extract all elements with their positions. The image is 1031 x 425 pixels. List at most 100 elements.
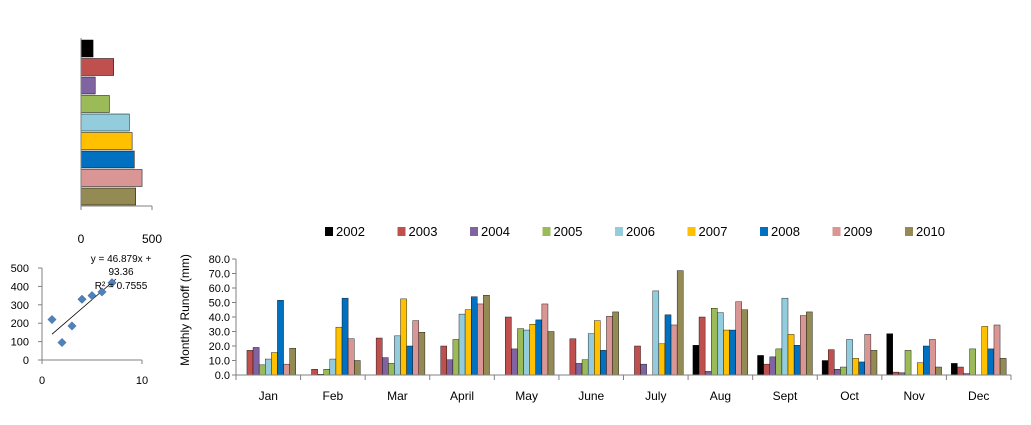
- legend-swatch-2008: [760, 227, 768, 236]
- runoff-x-tick-label: July: [645, 389, 666, 403]
- runoff-y-tick-label: 20.0: [209, 341, 230, 353]
- runoff-bar: [800, 315, 807, 376]
- runoff-bar: [916, 362, 924, 376]
- scatter-point: [107, 278, 117, 288]
- legend-swatch-2002: [325, 227, 333, 236]
- hbar-2003: [80, 58, 114, 76]
- scatter-trendline: [51, 278, 117, 335]
- runoff-bar: [388, 363, 395, 376]
- runoff-bar: [741, 309, 749, 376]
- runoff-bar: [957, 366, 964, 376]
- runoff-bars: [246, 270, 1007, 376]
- hbar-2009: [80, 169, 143, 187]
- legend-label-2003: 2003: [409, 224, 438, 239]
- runoff-bar: [634, 345, 641, 376]
- runoff-bar: [676, 270, 684, 376]
- runoff-bar: [670, 324, 678, 376]
- runoff-bar: [999, 358, 1007, 376]
- runoff-bar: [698, 316, 706, 376]
- runoff-x-tick-label: May: [515, 389, 538, 403]
- runoff-y-tick-label: 0.0: [215, 370, 230, 382]
- runoff-bar: [246, 350, 254, 376]
- runoff-bar: [987, 348, 995, 376]
- legend-label-2008: 2008: [771, 224, 800, 239]
- runoff-bar: [277, 300, 284, 376]
- runoff-bar: [400, 298, 407, 376]
- legend-label-2007: 2007: [699, 224, 728, 239]
- hbar-tick-label: 0: [78, 232, 85, 246]
- monthly-runoff-bar-chart: 2002 2003 2004 2005 2006 2007 2008 2009 2010 0.0…: [178, 224, 1012, 403]
- runoff-bar: [711, 308, 718, 376]
- runoff-bar: [335, 326, 343, 376]
- runoff-bar: [311, 369, 318, 376]
- runoff-bar: [535, 319, 543, 376]
- runoff-bar: [793, 345, 801, 376]
- runoff-bar: [354, 360, 361, 376]
- trendline-equation-line-3: R² = 0.7555: [95, 281, 148, 292]
- hbar-2002: [80, 39, 94, 58]
- runoff-bar: [852, 358, 859, 376]
- runoff-bar: [612, 311, 619, 376]
- runoff-bar: [406, 345, 413, 376]
- runoff-bar: [258, 364, 266, 376]
- runoff-bar: [458, 313, 466, 376]
- runoff-bar: [452, 339, 460, 376]
- runoff-bar: [252, 347, 260, 376]
- runoff-bar: [594, 320, 601, 376]
- hbar-tick-label: 500: [142, 232, 162, 246]
- runoff-bar: [864, 334, 872, 376]
- runoff-x-ticks: Jan Feb Mar April May June July Aug Sept Oct Nov De…: [235, 375, 1012, 403]
- scatter-point: [87, 291, 97, 301]
- runoff-bar: [541, 303, 549, 376]
- runoff-bar: [704, 371, 712, 376]
- runoff-bar: [341, 297, 349, 376]
- legend-label-2004: 2004: [481, 224, 510, 239]
- runoff-x-tick-label: Dec: [968, 389, 989, 403]
- legend-label-2010: 2010: [916, 224, 945, 239]
- runoff-bar: [717, 312, 724, 376]
- runoff-bar: [394, 335, 401, 376]
- runoff-y-axis-label: Monthly Runoff (mm): [178, 254, 192, 366]
- runoff-bar: [329, 358, 337, 376]
- runoff-bar: [664, 314, 672, 376]
- hbar-2004: [80, 76, 96, 95]
- runoff-bar: [735, 301, 742, 376]
- hbar-2008: [80, 150, 135, 169]
- runoff-bar: [787, 334, 795, 376]
- runoff-bar: [547, 331, 555, 376]
- runoff-x-tick-label: Jan: [259, 389, 278, 403]
- scatter-point: [97, 287, 107, 297]
- scatter-y-tick-label: 400: [11, 281, 29, 293]
- legend-label-2005: 2005: [554, 224, 583, 239]
- scatter-point: [47, 314, 57, 325]
- scatter-y-tick-label: 0: [23, 355, 29, 367]
- runoff-bar: [418, 332, 426, 376]
- scatter-y-tick-label: 300: [11, 300, 29, 312]
- runoff-bar: [511, 348, 518, 376]
- runoff-bar: [834, 369, 841, 376]
- runoff-y-tick-label: 50.0: [209, 298, 230, 310]
- scatter-x-tick-label: 10: [136, 375, 148, 387]
- hbar-2006: [80, 113, 130, 132]
- runoff-y-tick-label: 80.0: [209, 254, 230, 266]
- runoff-bar: [483, 295, 490, 376]
- runoff-bar: [470, 296, 478, 376]
- runoff-y-tick-label: 30.0: [209, 327, 230, 339]
- hbar-bars: [80, 39, 143, 206]
- runoff-x-tick-label: Aug: [710, 389, 731, 403]
- runoff-x-tick-label: Oct: [840, 389, 859, 403]
- legend-swatch-2003: [397, 227, 406, 236]
- runoff-bar: [440, 345, 447, 376]
- runoff-bar: [283, 363, 290, 376]
- hbar-2010: [80, 187, 136, 206]
- runoff-bar: [729, 329, 736, 376]
- runoff-y-tick-label: 70.0: [209, 269, 230, 281]
- runoff-y-tick-label: 40.0: [209, 312, 230, 324]
- trendline-equation-line-1: y = 46.879x +: [91, 254, 152, 265]
- runoff-bar: [658, 343, 666, 376]
- runoff-bar: [587, 333, 595, 376]
- legend-label-2006: 2006: [626, 224, 655, 239]
- runoff-bar: [781, 297, 789, 376]
- runoff-bar: [923, 345, 930, 376]
